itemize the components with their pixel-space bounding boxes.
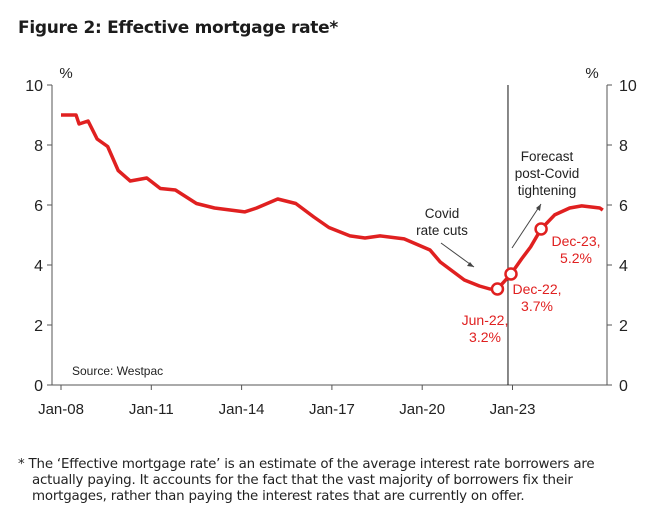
x-tick-label: Jan-17 (309, 401, 355, 418)
y-tick-label-right: 0 (619, 378, 628, 395)
x-tick-label: Jan-11 (129, 401, 174, 418)
x-tick-label: Jan-14 (219, 401, 265, 418)
y-tick-label-right: 10 (619, 78, 637, 95)
annotation-forecast: post-Covid (515, 166, 580, 181)
x-tick-label: Jan-23 (490, 401, 536, 418)
chart-title: Figure 2: Effective mortgage rate* (18, 18, 338, 38)
annotation-forecast: tightening (518, 183, 577, 198)
x-tick-label: Jan-08 (38, 401, 84, 418)
series-line (61, 113, 604, 291)
marker-label: Jun-22, (462, 312, 509, 328)
y-tick-label-left: 0 (34, 378, 43, 395)
arrow-forecast (511, 203, 542, 249)
arrowhead-covid (467, 262, 474, 267)
data-marker (490, 282, 505, 296)
source-note: Source: Westpac (72, 364, 163, 378)
footnote-line: * The ‘Effective mortgage rate’ is an es… (18, 457, 595, 472)
chart: 0 0 2 2 4 4 6 6 8 8 10 10% % Jan-08 Jan-11 Jan-14 Jan-17… (25, 65, 637, 418)
marker-label: Dec-22, (512, 281, 561, 297)
marker-label: 3.2% (469, 329, 501, 345)
footnote-line: actually paying. It accounts for the fac… (32, 473, 573, 488)
arrowhead-forecast (536, 204, 541, 211)
y-axis-unit-right: % (585, 65, 598, 82)
y-tick-label-left: 8 (34, 138, 43, 155)
y-tick-label-right: 4 (619, 258, 628, 275)
footnote: * The ‘Effective mortgage rate’ is an es… (18, 457, 648, 505)
x-tick-label: Jan-20 (399, 401, 445, 418)
y-tick-label-right: 8 (619, 138, 628, 155)
y-tick-label-right: 2 (619, 318, 628, 335)
marker-label: 3.7% (521, 298, 553, 314)
data-marker (504, 267, 518, 281)
y-tick-label-left: 6 (34, 198, 43, 215)
annotation-covid-cuts: Covid (425, 206, 460, 221)
y-tick-label-right: 6 (619, 198, 628, 215)
y-axis-unit-left: % (59, 65, 72, 82)
y-tick-label-left: 10 (25, 78, 43, 95)
data-marker (534, 222, 548, 236)
y-tick-label-left: 2 (34, 318, 43, 335)
footnote-line: mortgages, rather than paying the intere… (32, 489, 525, 504)
arrow-covid (440, 242, 475, 268)
annotation-forecast: Forecast (521, 149, 574, 164)
annotation-covid-cuts: rate cuts (416, 223, 468, 238)
y-tick-label-left: 4 (34, 258, 43, 275)
marker-label: 5.2% (560, 250, 592, 266)
marker-label: Dec-23, (551, 233, 600, 249)
